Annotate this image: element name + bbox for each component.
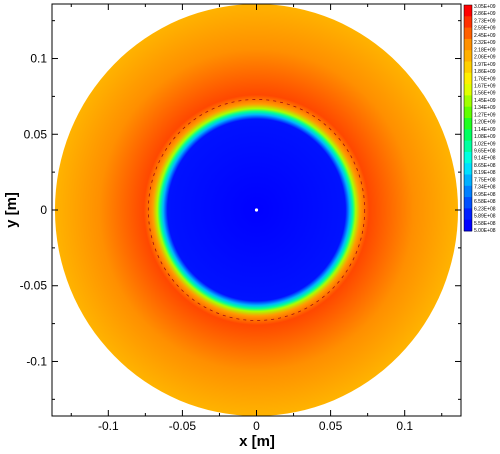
colorbar-label: 7.34E+08: [474, 185, 496, 191]
colorbar-label: 1.45E+09: [474, 98, 496, 104]
colorbar-label: 2.45E+09: [474, 33, 496, 39]
colorbar-swatch: [464, 61, 472, 74]
colorbar-swatch: [464, 140, 472, 153]
y-tick-label: 0: [40, 203, 47, 217]
colorbar-label: 8.65E+08: [474, 163, 496, 169]
y-tick-label: -0.1: [26, 354, 47, 368]
colorbar-label: 5.00E+08: [474, 228, 496, 234]
x-tick-label: 0.1: [396, 419, 413, 433]
colorbar-label: 6.58E+08: [474, 199, 496, 205]
colorbar-label: 1.76E+09: [474, 76, 496, 82]
colorbar-label: 7.75E+08: [474, 177, 496, 183]
colorbar-label: 1.20E+09: [474, 120, 496, 126]
colorbar-label: 2.73E+09: [474, 18, 496, 24]
y-tick-label: 0.05: [24, 127, 48, 141]
x-tick-label: 0: [253, 419, 260, 433]
colorbar-swatch: [464, 151, 472, 164]
y-tick-label: 0.1: [30, 52, 47, 66]
colorbar-label: 1.86E+09: [474, 69, 496, 75]
colorbar-swatch: [464, 174, 472, 187]
colorbar-label: 3.05E+09: [474, 4, 496, 10]
colorbar-label: 8.19E+08: [474, 170, 496, 176]
colorbar-swatch: [464, 106, 472, 119]
colorbar-swatch: [464, 219, 472, 232]
center-marker: [254, 208, 259, 212]
colorbar-swatch: [464, 27, 472, 40]
colorbar-swatch: [464, 84, 472, 96]
colorbar-label: 2.18E+09: [474, 47, 496, 53]
colorbar-swatch: [464, 129, 472, 141]
colorbar-label: 1.34E+09: [474, 105, 496, 111]
y-axis-title: y [m]: [3, 192, 20, 228]
colorbar-swatch: [464, 163, 472, 175]
colorbar-swatch: [464, 72, 472, 85]
colorbar-label: 1.02E+09: [474, 141, 496, 147]
colorbar-label: 6.23E+08: [474, 206, 496, 212]
colorbar-swatch: [464, 50, 472, 62]
colorbar-label: 2.86E+09: [474, 11, 496, 17]
plot-area: [54, 4, 459, 416]
x-axis-title: x [m]: [239, 433, 275, 450]
colorbar-label: 1.27E+09: [474, 112, 496, 118]
x-tick-label: -0.05: [169, 419, 197, 433]
axes: -0.1 -0.05 0 0.05 0.1 -0.1 -0.05 0 0.05 0.1: [20, 3, 462, 433]
colorbar-label: 2.32E+09: [474, 40, 496, 46]
contour-line: [147, 99, 366, 321]
colorbar-label: 6.95E+08: [474, 192, 496, 198]
y-tick-label: -0.05: [20, 279, 48, 293]
x-tick-label: 0.05: [319, 419, 343, 433]
colorbar-label: 1.97E+09: [474, 62, 496, 68]
colorbar-swatch: [464, 208, 472, 221]
colorbar-label: 5.89E+08: [474, 214, 496, 220]
colorbar-legend: 3.05E+092.86E+092.73E+09 2.59E+092.45E+09…: [463, 4, 496, 234]
x-tick-label: -0.1: [98, 419, 119, 433]
colorbar-label: 2.59E+09: [474, 26, 496, 32]
colorbar-swatch: [464, 5, 472, 17]
colorbar-label: 1.14E+09: [474, 127, 496, 133]
colorbar-swatch: [464, 16, 472, 28]
colorbar-label: 2.06E+09: [474, 55, 496, 61]
colorbar-label: 1.56E+09: [474, 91, 496, 97]
colorbar-label: 1.08E+09: [474, 134, 496, 140]
colorbar-swatch: [464, 197, 472, 209]
colorbar-swatch: [464, 95, 472, 108]
colorbar-swatch: [464, 118, 472, 130]
colorbar-label: 9.14E+08: [474, 156, 496, 162]
colorbar-label: 5.58E+08: [474, 221, 496, 227]
colorbar-label: 1.67E+09: [474, 83, 496, 89]
colorbar-label: 9.65E+08: [474, 149, 496, 155]
colorbar-frame: [463, 4, 473, 232]
colorbar-swatch: [464, 38, 472, 51]
colorbar-swatch: [464, 185, 472, 198]
